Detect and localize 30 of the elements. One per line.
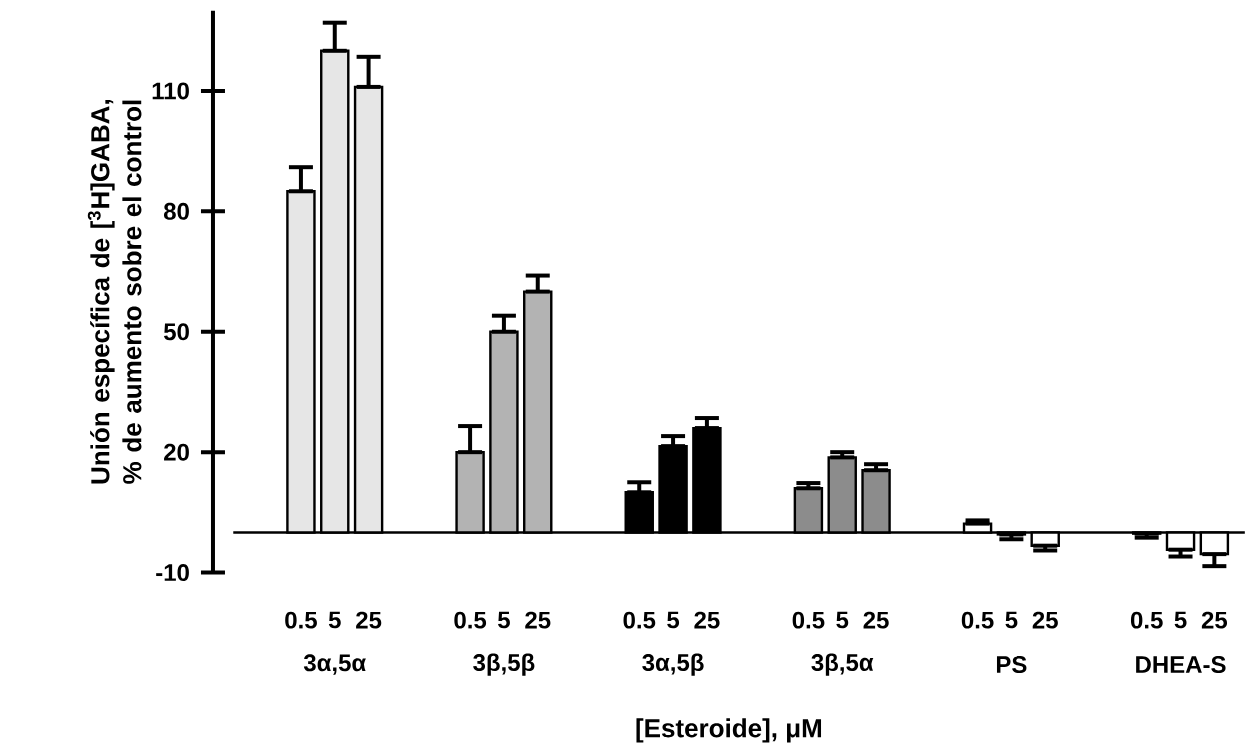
x-tick-label: 0.5 — [1130, 611, 1163, 629]
text: 3β,5α — [811, 653, 874, 676]
x-tick-label: 5 — [328, 611, 341, 629]
x-tick-label: 25 — [863, 611, 889, 629]
text: 3α,5β — [642, 653, 704, 676]
y-tick-label: -10 — [156, 563, 189, 581]
x-tick-label: 0.5 — [454, 611, 487, 629]
y-tick-label: 80 — [163, 202, 189, 220]
y-tick-label: 20 — [164, 443, 189, 461]
y-tick-label: 50 — [163, 323, 189, 341]
x-tick-label: 25 — [694, 611, 720, 629]
y-tick-label: 110 — [152, 82, 189, 100]
text: 3β,5β — [473, 653, 535, 676]
text: DHEA-S — [1136, 655, 1226, 673]
x-tick-label: 25 — [1201, 611, 1228, 629]
text: 3α,5α — [303, 654, 366, 675]
x-tick-label: 5 — [1174, 611, 1187, 629]
x-tick-label: 5 — [1005, 611, 1018, 629]
x-tick-label: 25 — [525, 611, 551, 629]
x-tick-label: 0.5 — [792, 611, 825, 629]
text: PS — [996, 655, 1027, 673]
x-tick-label: 25 — [356, 611, 382, 629]
x-tick-label: 5 — [667, 611, 680, 629]
x-tick-label: 0.5 — [961, 611, 994, 629]
x-tick-label: 5 — [498, 611, 510, 629]
x-tick-label: 5 — [836, 611, 849, 629]
x-tick-label: 25 — [1032, 611, 1058, 629]
x-tick-label: 0.5 — [285, 611, 317, 629]
x-tick-label: 0.5 — [623, 611, 656, 629]
x-axis-title: [Esteroide], μM — [636, 718, 822, 743]
